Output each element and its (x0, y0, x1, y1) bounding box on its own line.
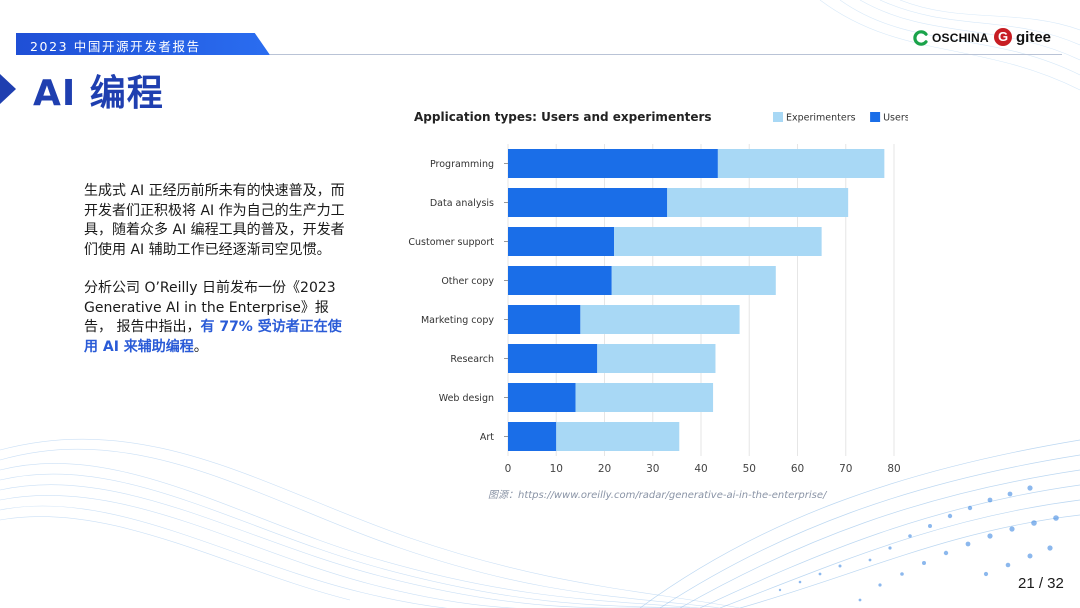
bar-users (508, 422, 557, 451)
report-tag: 2023 中国开源开发者报告 (16, 33, 270, 55)
oschina-c-icon (913, 30, 928, 46)
x-tick-label: 50 (743, 463, 756, 475)
application-types-chart: Application types: Users and experimente… (408, 110, 908, 475)
bar-users (508, 383, 576, 412)
y-tick-label: Other copy (441, 276, 494, 287)
gitee-logo-text: gitee (1016, 28, 1052, 46)
bar-users (508, 149, 718, 178)
chart-title: Application types: Users and experimente… (414, 110, 712, 124)
body-paragraph-2: 分析公司 O’Reilly 日前发布一份《2023 Generative AI … (84, 279, 354, 357)
page-title: AI 编程 (33, 73, 164, 114)
x-tick-label: 70 (839, 463, 852, 475)
bar-users (508, 227, 615, 256)
body-paragraph-2-highlight: 有 77% 受访者正在使用 AI 来辅助编程 (84, 319, 342, 355)
legend-label: Experimenters (786, 113, 856, 124)
bar-experimenters (580, 305, 740, 334)
y-tick-label: Marketing copy (421, 315, 494, 326)
y-tick-label: Data analysis (430, 198, 494, 209)
body-paragraph-2-text: 分析公司 O’Reilly 日前发布一份《2023 Generative AI … (84, 280, 336, 335)
x-tick-label: 0 (505, 463, 512, 475)
bar-experimenters (611, 266, 776, 295)
gitee-g-icon: G (994, 28, 1012, 46)
bar-users (508, 188, 668, 217)
x-tick-label: 30 (646, 463, 659, 475)
bar-experimenters (667, 188, 849, 217)
bar-users (508, 344, 598, 373)
x-tick-label: 60 (791, 463, 804, 475)
y-tick-label: Research (450, 354, 494, 365)
chart-source: 图源：https://www.oreilly.com/radar/generat… (488, 490, 827, 501)
page-number: 21 / 32 (1018, 575, 1064, 592)
body-paragraph-1: 生成式 AI 正经历前所未有的快速普及，而开发者们正积极将 AI 作为自己的生产… (84, 183, 345, 258)
bar-users (508, 266, 612, 295)
oschina-logo: OSCHINA (913, 30, 989, 46)
bar-experimenters (717, 149, 885, 178)
legend-label: Users (883, 113, 908, 124)
body-text: 生成式 AI 正经历前所未有的快速普及，而开发者们正积极将 AI 作为自己的生产… (84, 182, 354, 376)
chart-x-labels: 0 10 20 30 40 50 60 70 80 (505, 463, 901, 475)
gitee-logo: G gitee (994, 28, 1051, 46)
bar-experimenters (614, 227, 822, 256)
bar-users (508, 305, 581, 334)
x-tick-label: 80 (887, 463, 900, 475)
body-paragraph-2-end: 。 (193, 338, 208, 355)
y-tick-label: Art (480, 432, 494, 443)
report-tag-label: 2023 中国开源开发者报告 (30, 39, 201, 54)
oschina-logo-text: OSCHINA (932, 31, 989, 45)
x-tick-label: 20 (598, 463, 611, 475)
bar-experimenters (597, 344, 716, 373)
title-arrow-icon (0, 74, 16, 104)
x-tick-label: 40 (694, 463, 707, 475)
chart-legend: Experimenters Users (773, 112, 908, 124)
legend-swatch (773, 112, 783, 122)
header-divider (270, 54, 1062, 55)
bar-experimenters (575, 383, 714, 412)
bar-experimenters (556, 422, 680, 451)
chart-bars (508, 149, 885, 451)
chart-y-labels: Programming Data analysis Customer support… (408, 159, 508, 443)
legend-swatch (870, 112, 881, 122)
y-tick-label: Customer support (408, 237, 494, 248)
y-tick-label: Web design (439, 393, 494, 404)
x-tick-label: 10 (550, 463, 563, 475)
y-tick-label: Programming (430, 159, 494, 170)
